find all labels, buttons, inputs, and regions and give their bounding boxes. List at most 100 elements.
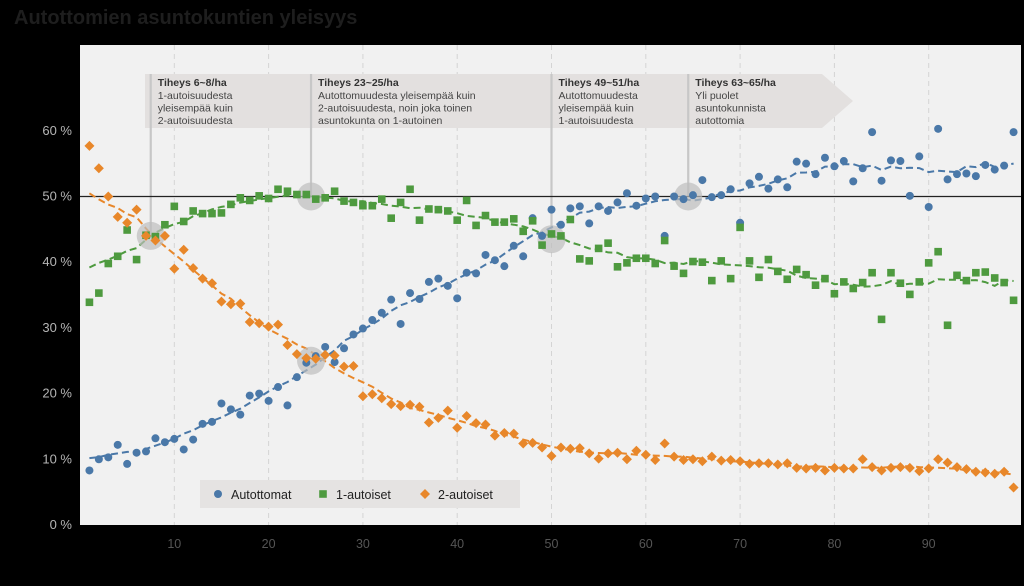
annotation-text: yleisempää kuin [158, 103, 233, 115]
data-point-autottomat [915, 152, 924, 161]
data-point-1-autoiset [877, 315, 886, 324]
x-tick-label: 70 [733, 537, 747, 551]
data-point-autottomat [698, 176, 707, 185]
data-point-2-autoiset [84, 140, 95, 151]
annotation-text: 2-autoisuudesta [158, 115, 233, 127]
y-tick-label: 10 % [42, 451, 72, 466]
data-point-2-autoiset [405, 399, 416, 410]
legend-marker-1-autoiset [319, 490, 327, 498]
data-point-autottomat [886, 156, 895, 165]
data-point-2-autoiset [480, 419, 491, 430]
data-point-1-autoiset [453, 216, 461, 224]
legend-marker-2-autoiset [420, 489, 430, 499]
data-point-autottomat [839, 157, 848, 166]
data-point-2-autoiset [122, 217, 133, 228]
data-point-2-autoiset [942, 457, 953, 468]
data-point-2-autoiset [640, 449, 651, 460]
data-point-autottomat [208, 417, 217, 426]
data-point-1-autoiset [481, 211, 490, 220]
data-point-1-autoiset [689, 257, 697, 266]
data-point-2-autoiset [273, 319, 284, 330]
annotation-text: 1-autoisuudesta [158, 90, 233, 102]
data-point-autottomat [481, 250, 490, 259]
data-point-2-autoiset [999, 466, 1010, 477]
data-point-autottomat [94, 455, 103, 464]
data-point-2-autoiset [1008, 482, 1019, 493]
data-point-2-autoiset [876, 465, 887, 476]
data-point-autottomat [971, 172, 980, 181]
data-point-2-autoiset [782, 458, 793, 469]
annotation-text: Autottomuudesta yleisempää kuin [318, 90, 476, 102]
data-point-2-autoiset [819, 465, 830, 476]
data-point-1-autoiset [538, 241, 546, 249]
data-point-autottomat [943, 175, 952, 184]
data-point-2-autoiset [829, 462, 840, 473]
x-tick-label: 80 [827, 537, 841, 551]
data-point-1-autoiset [443, 207, 452, 215]
data-point-2-autoiset [537, 442, 548, 453]
data-point-2-autoiset [489, 430, 500, 441]
data-point-autottomat [490, 256, 499, 265]
data-point-autottomat [877, 176, 886, 185]
data-point-1-autoiset [519, 227, 528, 236]
data-point-2-autoiset [574, 443, 585, 454]
data-point-2-autoiset [970, 466, 981, 477]
data-point-2-autoiset [357, 391, 368, 402]
data-point-2-autoiset [499, 428, 510, 439]
data-point-autottomat [934, 124, 943, 133]
data-point-2-autoiset [744, 458, 755, 469]
data-point-1-autoiset [170, 202, 179, 211]
data-point-1-autoiset [113, 252, 122, 261]
data-point-autottomat [858, 164, 867, 173]
data-point-1-autoiset [425, 205, 433, 213]
data-point-1-autoiset [953, 271, 961, 280]
data-point-2-autoiset [678, 454, 689, 465]
data-point-autottomat [717, 191, 726, 200]
data-point-autottomat [896, 157, 905, 166]
data-point-1-autoiset [830, 289, 839, 298]
data-point-1-autoiset [821, 274, 829, 283]
data-point-autottomat [990, 165, 999, 174]
data-point-1-autoiset [1000, 278, 1008, 287]
data-point-autottomat [1000, 161, 1009, 170]
axis-labels: 10 20 30 40 50 60 70 80 90 0 % 10 % 20 % 30 % 40 % 50 … [42, 123, 935, 551]
data-point-2-autoiset [951, 462, 962, 473]
data-point-1-autoiset [283, 187, 292, 196]
data-point-2-autoiset [527, 437, 538, 448]
data-point-1-autoiset [434, 205, 443, 214]
grid-layer [173, 45, 930, 525]
data-point-autottomat [113, 440, 122, 449]
data-point-2-autoiset [461, 410, 472, 421]
data-point-2-autoiset [669, 451, 680, 462]
data-point-1-autoiset [321, 194, 329, 202]
data-point-2-autoiset [584, 448, 595, 459]
data-point-autottomat [198, 419, 207, 428]
data-point-2-autoiset [650, 454, 661, 465]
data-point-1-autoiset [764, 255, 773, 264]
data-point-2-autoiset [423, 417, 434, 428]
data-point-1-autoiset [557, 232, 565, 240]
data-point-2-autoiset [659, 438, 670, 449]
data-point-1-autoiset [274, 185, 282, 194]
data-point-2-autoiset [697, 456, 708, 467]
data-point-2-autoiset [989, 468, 1000, 479]
data-point-2-autoiset [141, 230, 152, 241]
data-point-autottomat [519, 252, 528, 261]
data-point-2-autoiset [763, 458, 774, 469]
data-point-2-autoiset [178, 244, 189, 255]
data-point-2-autoiset [546, 451, 557, 462]
data-point-1-autoiset [123, 226, 131, 234]
data-point-autottomat [594, 202, 603, 211]
data-point-2-autoiset [593, 453, 604, 464]
legend-label-1-autoiset: 1-autoiset [336, 488, 391, 502]
data-point-1-autoiset [613, 262, 622, 271]
data-point-1-autoiset [472, 221, 480, 230]
data-point-1-autoiset [896, 279, 905, 288]
y-tick-label: 0 % [50, 517, 73, 532]
data-point-1-autoiset [575, 255, 584, 263]
y-tick-label: 50 % [42, 189, 72, 204]
data-point-1-autoiset [491, 218, 499, 226]
data-point-autottomat [424, 277, 433, 286]
data-point-2-autoiset [254, 318, 265, 329]
